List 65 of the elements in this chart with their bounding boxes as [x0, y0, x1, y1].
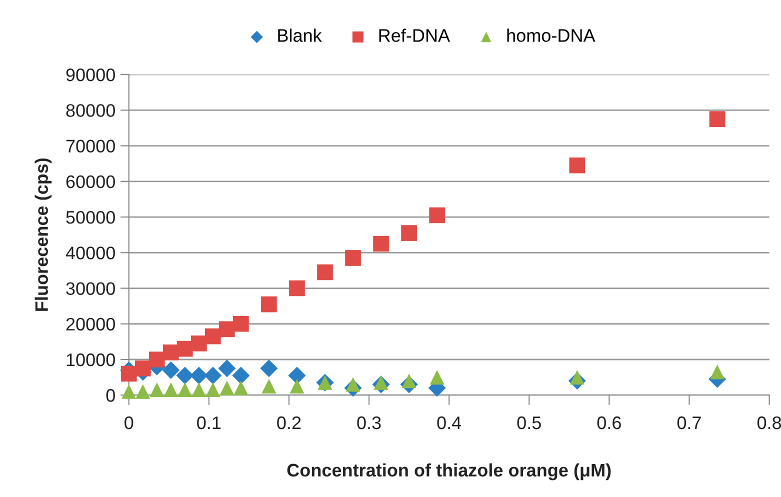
point — [401, 225, 417, 241]
point — [260, 360, 278, 378]
x-tick-label: 0.1 — [197, 416, 221, 430]
point — [430, 370, 444, 385]
point — [219, 321, 235, 338]
point — [373, 236, 389, 252]
point — [206, 382, 220, 398]
x-tick-label: 0.5 — [517, 416, 541, 430]
legend-label: Ref-DNA — [379, 28, 450, 42]
point — [164, 382, 178, 398]
point — [289, 280, 305, 296]
legend-label: homo-DNA — [507, 28, 596, 42]
point — [345, 250, 361, 266]
point — [190, 366, 208, 384]
x-tick-label: 0.7 — [677, 416, 701, 430]
y-tick-label: 60000 — [66, 175, 115, 188]
point — [374, 375, 388, 390]
y-axis-title: Fluorecence (cps) — [34, 158, 52, 311]
point — [346, 377, 360, 392]
point — [120, 366, 137, 382]
point — [288, 366, 306, 384]
x-tick-label: 0 — [124, 416, 134, 430]
point — [710, 364, 725, 380]
y-tick-label: 80000 — [66, 104, 115, 117]
y-tick-label: 70000 — [66, 140, 115, 153]
y-tick-label: 10000 — [66, 353, 115, 366]
point — [150, 382, 164, 398]
legend-label: Blank — [278, 28, 322, 42]
x-tick-label: 0.8 — [757, 416, 781, 430]
point — [176, 366, 194, 384]
y-tick-label: 90000 — [66, 68, 115, 82]
point — [178, 382, 192, 398]
y-tick-label: 20000 — [66, 318, 115, 331]
point — [429, 207, 445, 224]
x-tick-label: 0.4 — [437, 416, 462, 430]
point — [262, 378, 276, 394]
point — [218, 360, 236, 378]
y-tick-label: 0 — [106, 389, 115, 402]
x-tick-label: 0.3 — [357, 416, 381, 430]
y-tick-label: 30000 — [66, 282, 115, 295]
y-tick-label: 40000 — [66, 246, 115, 260]
point — [234, 380, 248, 396]
point — [204, 366, 222, 384]
x-tick-label: 0.6 — [597, 416, 621, 430]
point — [290, 378, 304, 394]
point — [232, 366, 250, 384]
point — [148, 352, 165, 368]
point — [190, 336, 207, 352]
x-axis-title: Concentration of thiazole orange (μM) — [287, 463, 611, 480]
point — [402, 374, 416, 388]
point — [176, 340, 193, 357]
point — [220, 380, 234, 396]
point — [233, 316, 249, 332]
x-tick-label: 0.2 — [277, 416, 301, 430]
point — [205, 328, 221, 344]
point — [162, 344, 179, 360]
point — [261, 296, 277, 312]
point — [162, 361, 180, 379]
point — [569, 157, 586, 174]
point — [570, 370, 584, 385]
y-tick-label: 50000 — [66, 210, 115, 224]
point — [317, 264, 333, 280]
point — [136, 384, 150, 399]
point — [192, 382, 206, 398]
point — [709, 111, 726, 127]
